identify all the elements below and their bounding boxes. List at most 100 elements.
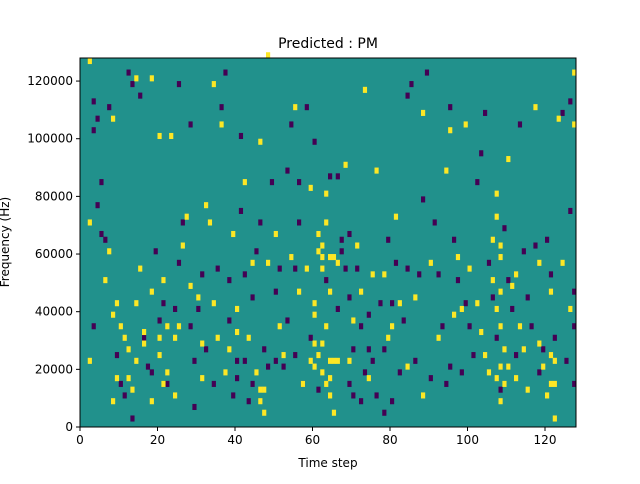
high-value-cell bbox=[498, 254, 503, 261]
low-value-cell bbox=[122, 392, 127, 399]
low-value-cell bbox=[308, 334, 313, 341]
high-value-cell bbox=[87, 58, 92, 65]
high-value-cell bbox=[320, 340, 325, 347]
low-value-cell bbox=[246, 398, 251, 405]
high-value-cell bbox=[324, 219, 329, 226]
x-tick-label: 0 bbox=[76, 433, 84, 447]
low-value-cell bbox=[452, 236, 457, 243]
high-value-cell bbox=[343, 161, 348, 168]
low-value-cell bbox=[560, 109, 565, 116]
high-value-cell bbox=[312, 300, 317, 307]
high-value-cell bbox=[188, 282, 193, 289]
high-value-cell bbox=[138, 265, 143, 272]
low-value-cell bbox=[192, 357, 197, 364]
low-value-cell bbox=[242, 357, 247, 364]
low-value-cell bbox=[366, 346, 371, 353]
y-axis-ticks: 0 20000 40000 60000 80000 100000 120000 bbox=[27, 74, 80, 434]
high-value-cell bbox=[149, 398, 154, 405]
low-value-cell bbox=[347, 380, 352, 387]
low-value-cell bbox=[304, 104, 309, 111]
high-value-cell bbox=[262, 409, 267, 416]
low-value-cell bbox=[413, 357, 418, 364]
high-value-cell bbox=[498, 363, 503, 370]
high-value-cell bbox=[572, 121, 577, 128]
low-value-cell bbox=[386, 236, 391, 243]
high-value-cell bbox=[328, 357, 333, 364]
x-tick-label: 80 bbox=[382, 433, 397, 447]
high-value-cell bbox=[157, 132, 162, 140]
low-value-cell bbox=[455, 277, 461, 284]
high-value-cell bbox=[114, 375, 120, 382]
high-value-cell bbox=[134, 300, 139, 307]
high-value-cell bbox=[548, 352, 554, 359]
high-value-cell bbox=[560, 259, 565, 266]
low-value-cell bbox=[176, 81, 182, 88]
high-value-cell bbox=[347, 357, 352, 364]
low-value-cell bbox=[479, 150, 484, 157]
low-value-cell bbox=[103, 236, 108, 243]
low-value-cell bbox=[529, 323, 534, 330]
low-value-cell bbox=[409, 81, 414, 88]
y-tick-label: 120000 bbox=[27, 74, 73, 88]
high-value-cell bbox=[556, 115, 561, 122]
low-value-cell bbox=[223, 69, 228, 76]
low-value-cell bbox=[537, 369, 542, 376]
low-value-cell bbox=[285, 167, 290, 174]
high-value-cell bbox=[362, 86, 368, 93]
low-value-cell bbox=[362, 369, 368, 376]
low-value-cell bbox=[467, 323, 472, 330]
x-axis-ticks: 0 20 40 60 80 100 120 bbox=[76, 427, 556, 447]
high-value-cell bbox=[502, 380, 507, 387]
high-value-cell bbox=[459, 305, 464, 312]
x-tick-label: 60 bbox=[305, 433, 320, 447]
high-value-cell bbox=[134, 357, 139, 364]
low-value-cell bbox=[510, 305, 515, 312]
high-value-cell bbox=[335, 357, 340, 364]
high-value-cell bbox=[235, 305, 240, 312]
high-value-cell bbox=[331, 357, 337, 364]
high-value-cell bbox=[502, 346, 507, 353]
low-value-cell bbox=[138, 92, 143, 99]
low-value-cell bbox=[428, 375, 433, 382]
high-value-cell bbox=[126, 375, 131, 382]
high-value-cell bbox=[514, 375, 519, 382]
high-value-cell bbox=[533, 104, 538, 111]
y-tick-label: 40000 bbox=[35, 305, 73, 319]
high-value-cell bbox=[463, 121, 468, 128]
low-value-cell bbox=[436, 271, 441, 278]
high-value-cell bbox=[149, 75, 154, 82]
high-value-cell bbox=[514, 271, 519, 278]
high-value-cell bbox=[452, 311, 457, 318]
high-value-cell bbox=[351, 317, 356, 324]
high-value-cell bbox=[366, 375, 371, 382]
low-value-cell bbox=[432, 219, 437, 226]
low-value-cell bbox=[238, 207, 244, 214]
plot-frame bbox=[79, 57, 577, 428]
y-axis-label: Frequency (Hz) bbox=[0, 197, 12, 288]
low-value-cell bbox=[490, 294, 495, 301]
low-value-cell bbox=[235, 375, 240, 382]
low-value-cell bbox=[153, 248, 158, 255]
low-value-cell bbox=[273, 288, 278, 295]
high-value-cell bbox=[308, 357, 313, 364]
high-value-cell bbox=[486, 369, 492, 376]
low-value-cell bbox=[200, 271, 205, 278]
high-value-cell bbox=[215, 334, 220, 341]
high-value-cell bbox=[165, 323, 170, 330]
low-value-cell bbox=[339, 236, 344, 243]
high-value-cell bbox=[258, 138, 263, 145]
high-value-cell bbox=[204, 202, 209, 209]
low-value-cell bbox=[316, 386, 321, 393]
high-value-cell bbox=[157, 334, 162, 341]
low-value-cell bbox=[506, 277, 511, 284]
high-value-cell bbox=[316, 230, 321, 238]
low-value-cell bbox=[370, 357, 375, 364]
low-value-cell bbox=[448, 363, 453, 370]
high-value-cell bbox=[390, 323, 395, 330]
low-value-cell bbox=[99, 230, 104, 238]
high-value-cell bbox=[506, 156, 511, 163]
high-value-cell bbox=[552, 357, 557, 364]
low-value-cell bbox=[463, 300, 468, 307]
low-value-cell bbox=[541, 346, 546, 353]
low-value-cell bbox=[114, 352, 120, 359]
